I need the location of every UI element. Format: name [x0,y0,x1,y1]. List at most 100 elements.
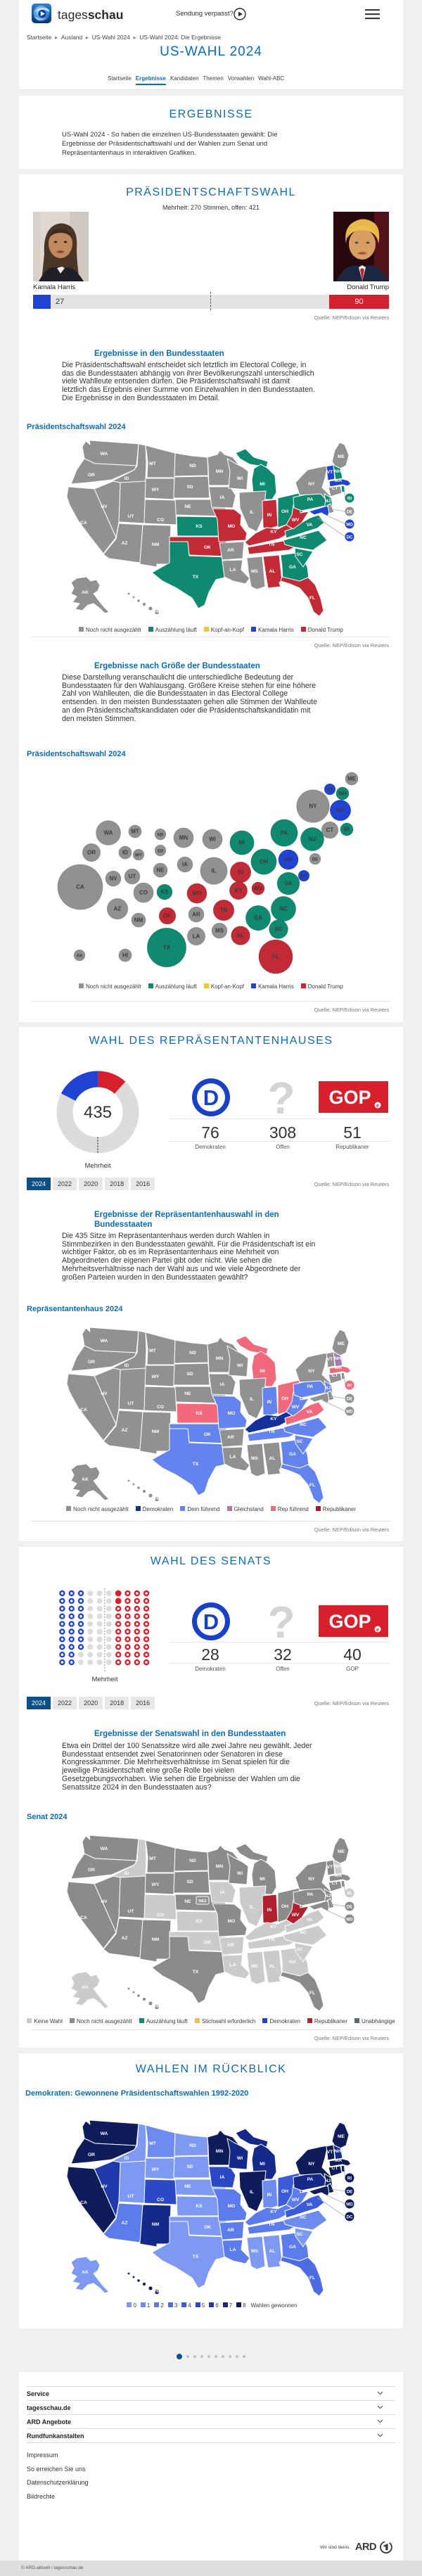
svg-text:TN: TN [269,1429,275,1434]
svg-text:ND: ND [189,1858,196,1863]
svg-text:UT: UT [128,1401,135,1406]
svg-text:MD: MD [346,1917,353,1922]
svg-text:CO: CO [157,1405,164,1410]
svg-text:AK: AK [76,954,83,959]
svg-text:NE: NE [184,2184,191,2189]
svg-text:NC: NC [300,1930,307,1935]
svg-text:OK: OK [163,913,172,919]
svg-text:KS: KS [196,2204,203,2209]
svg-text:WI: WI [237,1871,243,1876]
svg-text:RI: RI [347,2176,352,2181]
svg-text:WV: WV [292,518,300,523]
svg-text:IA: IA [220,1382,225,1387]
svg-text:AL: AL [269,1964,276,1969]
svg-text:NE: NE [184,1899,191,1904]
svg-text:WA: WA [101,1847,108,1851]
svg-text:MA: MA [336,808,345,814]
svg-text:CO: CO [139,890,148,896]
svg-text:CA: CA [80,1408,87,1413]
svg-text:IL: IL [250,2190,254,2195]
svg-text:WV: WV [254,886,264,892]
svg-text:TN: TN [269,1937,275,1942]
svg-text:ID: ID [124,2156,129,2161]
svg-text:TN: TN [220,907,228,914]
svg-text:GOP: GOP [328,1611,371,1632]
svg-text:IA: IA [220,2175,225,2180]
svg-text:WV: WV [292,1913,300,1918]
svg-text:NV: NV [101,1899,108,1904]
svg-text:VA: VA [307,1918,313,1923]
svg-text:KS: KS [196,524,203,529]
svg-text:NM: NM [134,917,143,924]
svg-text:WY: WY [152,2167,160,2172]
svg-text:OK: OK [204,1432,211,1437]
svg-text:DC: DC [300,874,307,879]
svg-text:WV: WV [292,2198,300,2202]
svg-text:VT: VT [327,1357,333,1362]
svg-text:TX: TX [193,575,199,580]
svg-text:IA: IA [220,1890,225,1895]
svg-text:IA: IA [220,495,225,500]
svg-text:UT: UT [128,1909,135,1914]
svg-text:OH: OH [260,859,268,865]
svg-text:TN: TN [269,2222,275,2227]
svg-text:?: ? [267,1597,295,1647]
svg-text:DC: DC [347,2214,353,2219]
svg-text:FL: FL [272,954,279,960]
svg-text:NV: NV [101,504,108,509]
svg-text:SC: SC [296,1947,302,1952]
svg-text:DE: DE [347,509,353,514]
svg-text:e: e [376,1626,379,1633]
svg-text:NY: NY [309,803,317,810]
svg-text:MT: MT [149,1856,157,1861]
svg-text:IL: IL [250,1905,254,1910]
svg-text:e: e [376,1102,379,1109]
svg-text:SC: SC [296,552,302,557]
svg-text:OR: OR [88,473,95,478]
svg-text:CA: CA [76,884,84,891]
svg-text:AR: AR [227,1943,234,1948]
svg-text:PA: PA [307,1384,314,1389]
svg-text:GA: GA [254,915,262,922]
svg-text:MS: MS [251,1964,259,1969]
svg-text:NJ: NJ [325,1386,331,1391]
svg-text:IL: IL [250,510,254,515]
svg-text:NH: NH [334,1864,341,1869]
svg-text:GA: GA [289,2245,296,2250]
svg-text:NH: NH [334,1356,341,1361]
svg-text:WY: WY [152,1882,160,1887]
svg-text:OH: OH [281,2189,288,2194]
svg-text:MD: MD [346,1409,353,1414]
svg-text:OH: OH [281,509,288,514]
svg-text:MD: MD [284,857,293,863]
svg-text:TX: TX [193,1970,199,1975]
svg-text:SC: SC [274,926,282,933]
svg-text:NH: NH [334,2149,341,2154]
svg-text:VT: VT [327,2150,333,2155]
svg-text:NC: NC [279,906,288,912]
svg-text:MO: MO [228,1919,236,1924]
svg-text:IN: IN [267,2193,272,2198]
svg-text:WY: WY [135,853,143,858]
svg-text:NY: NY [308,1369,315,1374]
svg-text:ND: ND [189,464,196,468]
svg-text:GA: GA [289,1452,296,1457]
svg-text:PA: PA [307,497,314,502]
svg-text:NY: NY [308,482,315,487]
svg-text:D: D [203,1609,219,1634]
svg-text:MI: MI [260,1877,265,1882]
svg-text:IN: IN [267,1400,272,1405]
svg-text:WA: WA [104,830,113,836]
svg-text:LA: LA [230,2247,236,2252]
svg-text:CO: CO [157,1913,164,1918]
svg-text:SC: SC [296,1439,302,1444]
svg-text:KS: KS [196,1411,203,1416]
svg-text:SC: SC [296,2232,302,2237]
svg-text:AR: AR [192,912,200,918]
svg-text:RI: RI [347,496,352,501]
svg-text:ID: ID [124,476,129,481]
svg-text:NY: NY [308,2162,315,2167]
svg-text:MO: MO [193,891,202,897]
svg-text:HI: HI [155,609,160,614]
svg-text:MA: MA [335,1873,343,1878]
